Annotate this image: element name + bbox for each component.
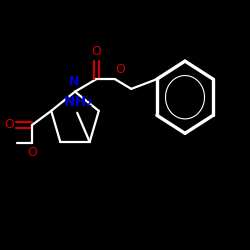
Text: O: O (116, 64, 126, 76)
Text: N: N (68, 75, 79, 88)
Text: O: O (91, 45, 101, 58)
Text: NH₂: NH₂ (64, 96, 93, 110)
Text: O: O (4, 118, 14, 131)
Text: O: O (28, 146, 38, 158)
